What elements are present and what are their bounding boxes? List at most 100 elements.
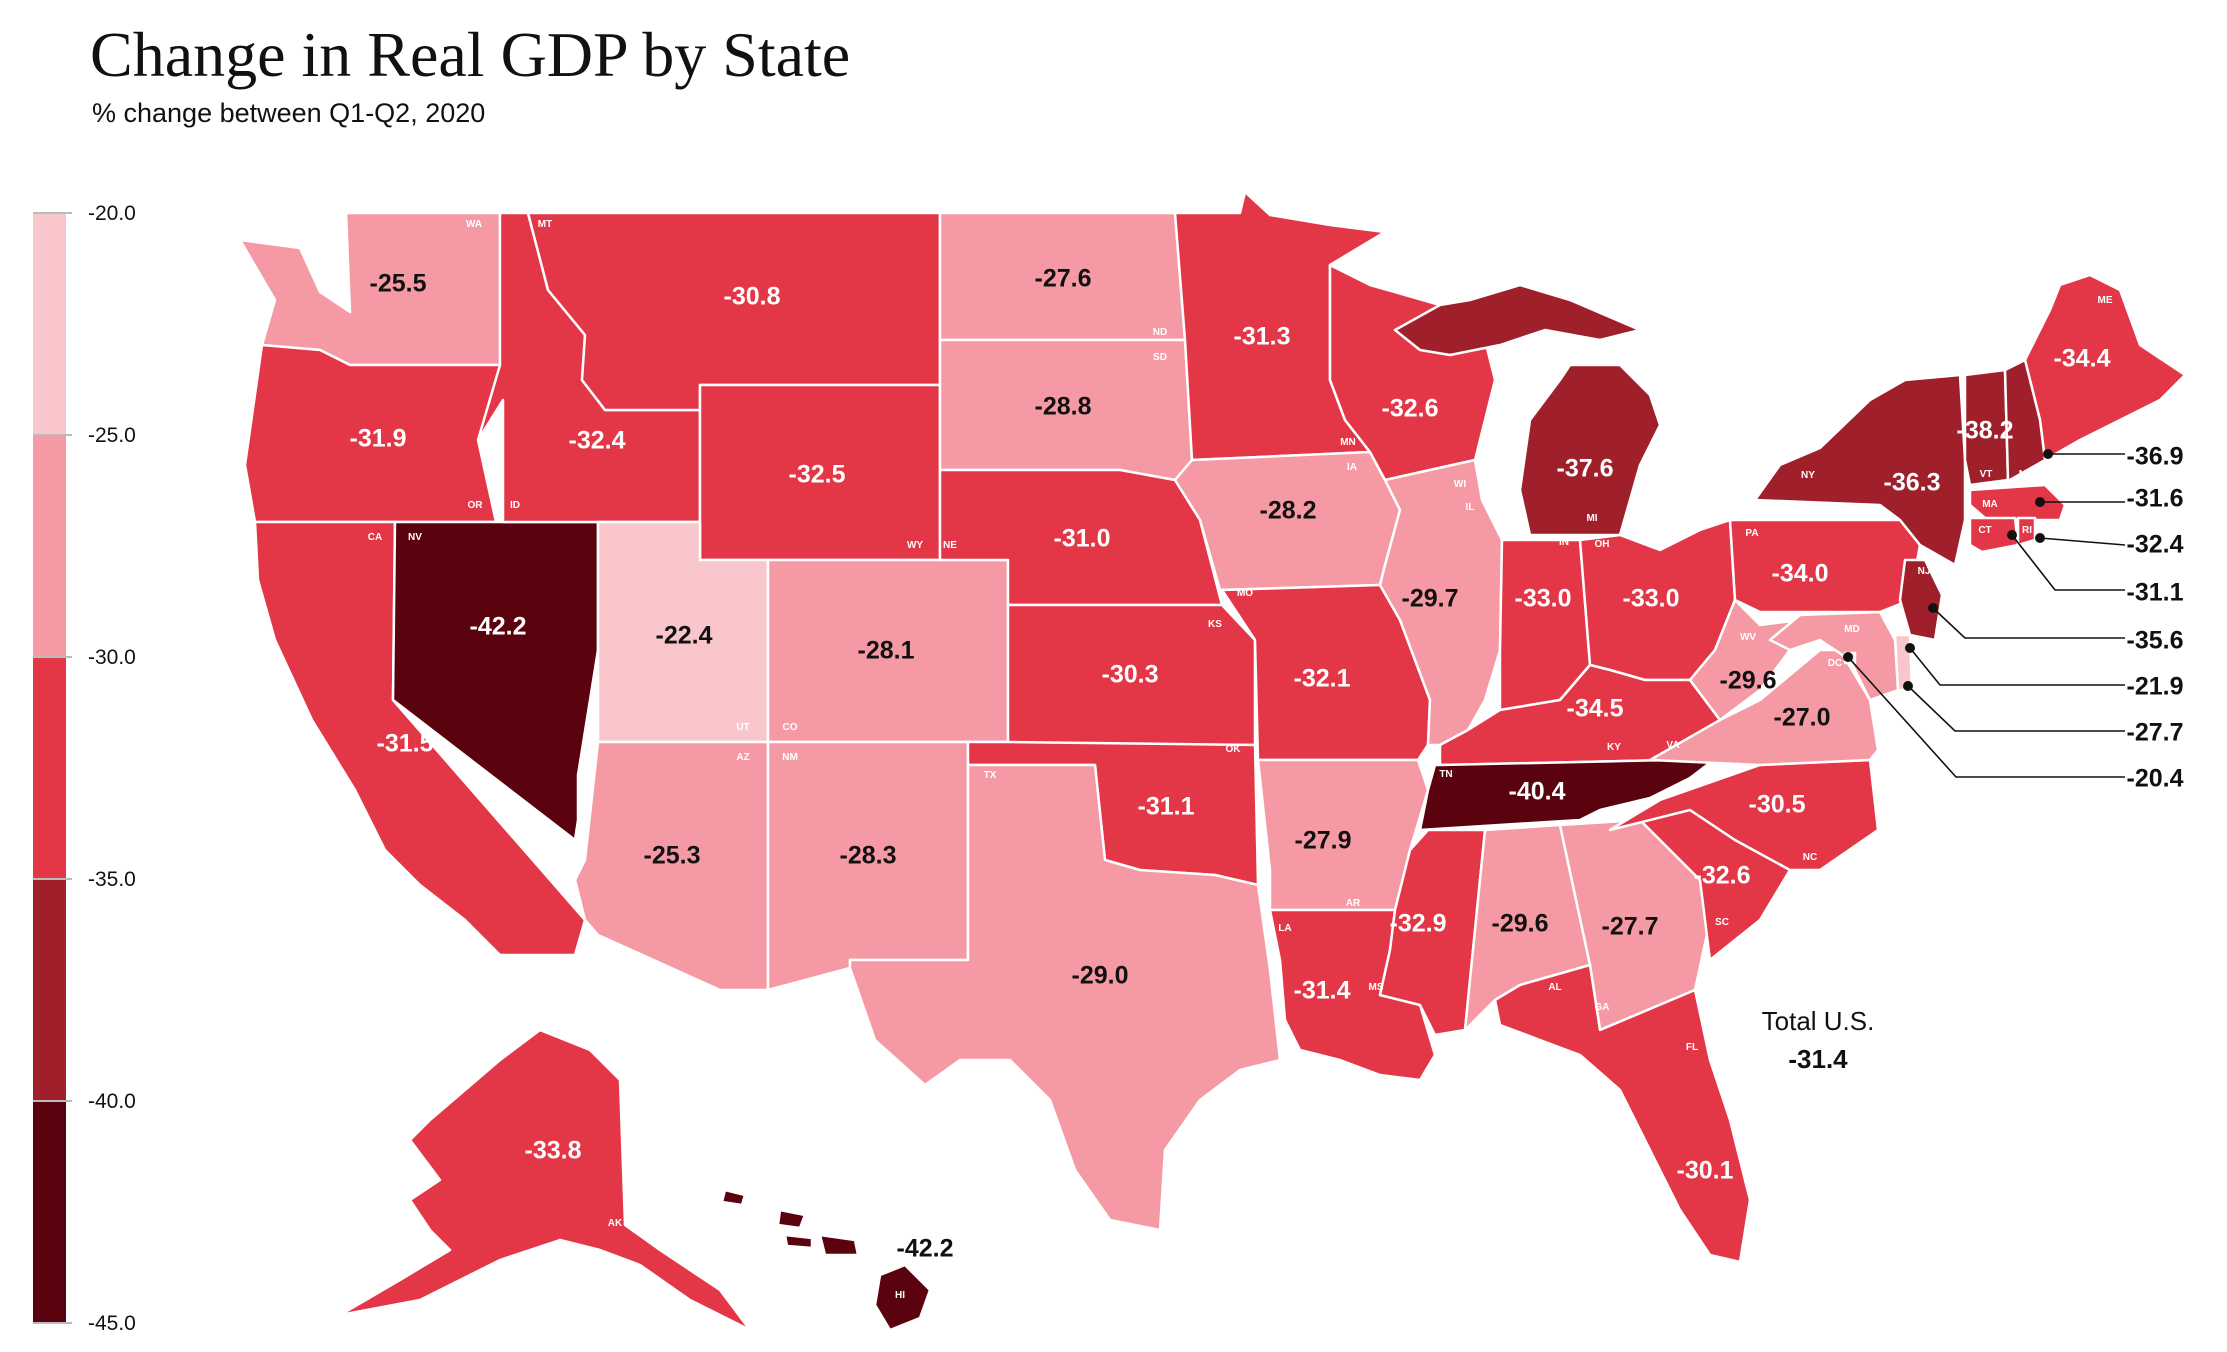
- state-value-la: -31.4: [1294, 977, 1351, 1005]
- state-abbr-wi: WI: [1454, 479, 1466, 490]
- state-value-me: -34.4: [2054, 345, 2111, 373]
- state-value-dc: -20.4: [2127, 765, 2184, 793]
- legend-tick-label: -30.0: [88, 646, 136, 669]
- state-abbr-ma: MA: [1982, 499, 1998, 510]
- state-value-mn: -31.3: [1234, 323, 1291, 351]
- state-value-ok: -31.1: [1138, 793, 1195, 821]
- legend-tick-label: -45.0: [88, 1312, 136, 1335]
- state-abbr-nv: NV: [408, 532, 422, 543]
- state-value-wi: -32.6: [1382, 395, 1439, 423]
- state-value-ri: -32.4: [2127, 531, 2184, 559]
- legend-swatch: [33, 879, 66, 1101]
- leader-line-ct: [2011, 534, 2125, 591]
- state-value-tn: -40.4: [1509, 778, 1566, 806]
- state-abbr-vt: VT: [1980, 469, 1993, 480]
- callout-dot-nj: [1928, 603, 1938, 613]
- state-shape-tx: [848, 763, 1282, 1232]
- state-value-ga: -27.7: [1602, 913, 1659, 941]
- state-shapes: [238, 190, 2187, 1332]
- state-abbr-or: OR: [468, 500, 484, 511]
- state-value-oh: -33.0: [1623, 585, 1680, 613]
- legend-swatch: [33, 1101, 66, 1323]
- state-value-sc: -32.6: [1694, 862, 1751, 890]
- state-abbr-la: LA: [1278, 923, 1291, 934]
- state-abbr-nc: NC: [1803, 852, 1817, 863]
- state-abbr-nd: ND: [1153, 327, 1167, 338]
- state-value-nj: -35.6: [2127, 627, 2184, 655]
- callout-leader-lines: [1843, 449, 2126, 778]
- state-value-mo: -32.1: [1294, 665, 1351, 693]
- state-abbr-dc: DC: [1828, 658, 1842, 669]
- state-value-ky: -34.5: [1567, 695, 1624, 723]
- legend-tick-label: -25.0: [88, 424, 136, 447]
- state-value-nd: -27.6: [1035, 265, 1092, 293]
- state-value-ne: -31.0: [1054, 525, 1111, 553]
- state-shape-nc: [1608, 758, 1880, 872]
- state-abbr-oh: OH: [1595, 539, 1610, 550]
- state-value-ct: -31.1: [2127, 579, 2184, 607]
- state-value-wy: -32.5: [789, 461, 846, 489]
- state-value-ca: -31.5: [377, 730, 434, 758]
- state-value-de: -21.9: [2127, 673, 2184, 701]
- state-value-va: -27.0: [1774, 704, 1831, 732]
- state-abbr-mt: MT: [538, 219, 552, 230]
- state-abbr-ok: OK: [1226, 744, 1242, 755]
- state-value-ms: -32.9: [1390, 910, 1447, 938]
- state-value-nc: -30.5: [1749, 791, 1806, 819]
- state-value-fl: -30.1: [1677, 1157, 1734, 1185]
- state-value-il: -29.7: [1402, 585, 1459, 613]
- state-abbr-sd: SD: [1153, 352, 1167, 363]
- state-shape-nj: [1898, 558, 1944, 642]
- page-title: Change in Real GDP by State: [90, 19, 851, 90]
- state-value-or: -31.9: [350, 425, 407, 453]
- state-abbr-al: AL: [1548, 982, 1561, 993]
- state-value-ut: -22.4: [656, 622, 713, 650]
- leader-line-ri: [2039, 537, 2126, 546]
- state-value-wa: -25.5: [370, 270, 427, 298]
- state-shape-ma: [1968, 483, 2067, 522]
- state-abbr-nj: NJ: [1918, 566, 1931, 577]
- state-shape-hi: [720, 1188, 932, 1332]
- state-value-nm: -28.3: [840, 842, 897, 870]
- state-shape-ks: [1006, 603, 1257, 747]
- callout-dot-md: [1903, 681, 1913, 691]
- state-value-in: -33.0: [1515, 585, 1572, 613]
- state-abbr-wy: WY: [907, 540, 923, 551]
- leader-line-dc: [1847, 656, 2125, 778]
- state-abbr-va: VA: [1666, 740, 1679, 751]
- state-abbr-ut: UT: [736, 722, 749, 733]
- state-shape-ct: [1968, 516, 2020, 554]
- leader-line-md: [1907, 685, 2125, 732]
- legend-tick-label: -35.0: [88, 868, 136, 891]
- state-abbr-md: MD: [1844, 624, 1860, 635]
- state-abbr-mi: MI: [1586, 513, 1597, 524]
- state-abbr-ct: CT: [1978, 525, 1991, 536]
- leader-line-de: [1909, 647, 2125, 686]
- state-value-mt: -30.8: [724, 283, 781, 311]
- state-value-ar: -27.9: [1295, 827, 1352, 855]
- state-value-tx: -29.0: [1072, 962, 1129, 990]
- state-value-ny: -36.3: [1884, 469, 1941, 497]
- state-value-al: -29.6: [1492, 910, 1549, 938]
- state-abbr-nm: NM: [782, 752, 798, 763]
- callout-dot-dc: [1843, 652, 1853, 662]
- state-abbr-mn: MN: [1340, 437, 1356, 448]
- callout-dot-ri: [2035, 533, 2045, 543]
- state-shape-wv: [1688, 598, 1802, 722]
- state-value-sd: -28.8: [1035, 393, 1092, 421]
- callout-dot-ct: [2007, 530, 2017, 540]
- legend-swatch: [33, 213, 66, 435]
- state-abbr-ne: NE: [943, 540, 957, 551]
- state-abbr-ms: MS: [1369, 982, 1384, 993]
- state-abbr-co: CO: [783, 722, 798, 733]
- callout-dot-nh: [2043, 449, 2053, 459]
- legend-swatch: [33, 657, 66, 879]
- state-abbr-in: IN: [1559, 537, 1569, 548]
- state-abbr-az: AZ: [736, 752, 749, 763]
- state-value-md: -27.7: [2127, 719, 2184, 747]
- state-value-ma: -31.6: [2127, 485, 2184, 513]
- state-value-pa: -34.0: [1772, 560, 1829, 588]
- state-shape-va: [1648, 648, 1880, 767]
- state-shape-mt: [526, 211, 942, 412]
